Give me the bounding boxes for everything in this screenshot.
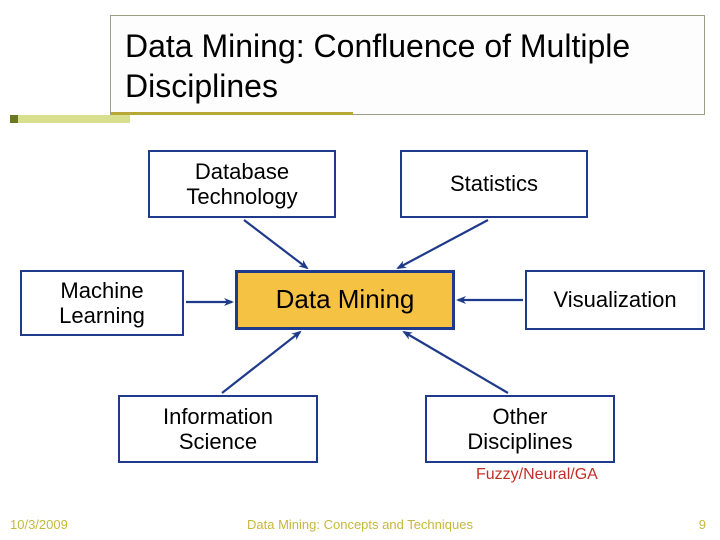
slide-title-box: Data Mining: Confluence of Multiple Disc… (110, 15, 705, 115)
footer-page: 9 (699, 517, 706, 532)
title-underline (111, 112, 353, 115)
subcaption-fuzzy: Fuzzy/Neural/GA (476, 466, 598, 484)
slide-title: Data Mining: Confluence of Multiple Disc… (125, 26, 690, 106)
accent-square (10, 115, 18, 123)
node-data-mining: Data Mining (235, 270, 455, 330)
node-visualization: Visualization (525, 270, 705, 330)
accent-bar (10, 115, 130, 123)
node-machine-learning: MachineLearning (20, 270, 184, 336)
node-other-disciplines: OtherDisciplines (425, 395, 615, 463)
footer-date: 10/3/2009 (10, 517, 68, 532)
node-database: DatabaseTechnology (148, 150, 336, 218)
node-information-science: InformationScience (118, 395, 318, 463)
footer-center: Data Mining: Concepts and Techniques (247, 517, 473, 532)
node-statistics: Statistics (400, 150, 588, 218)
